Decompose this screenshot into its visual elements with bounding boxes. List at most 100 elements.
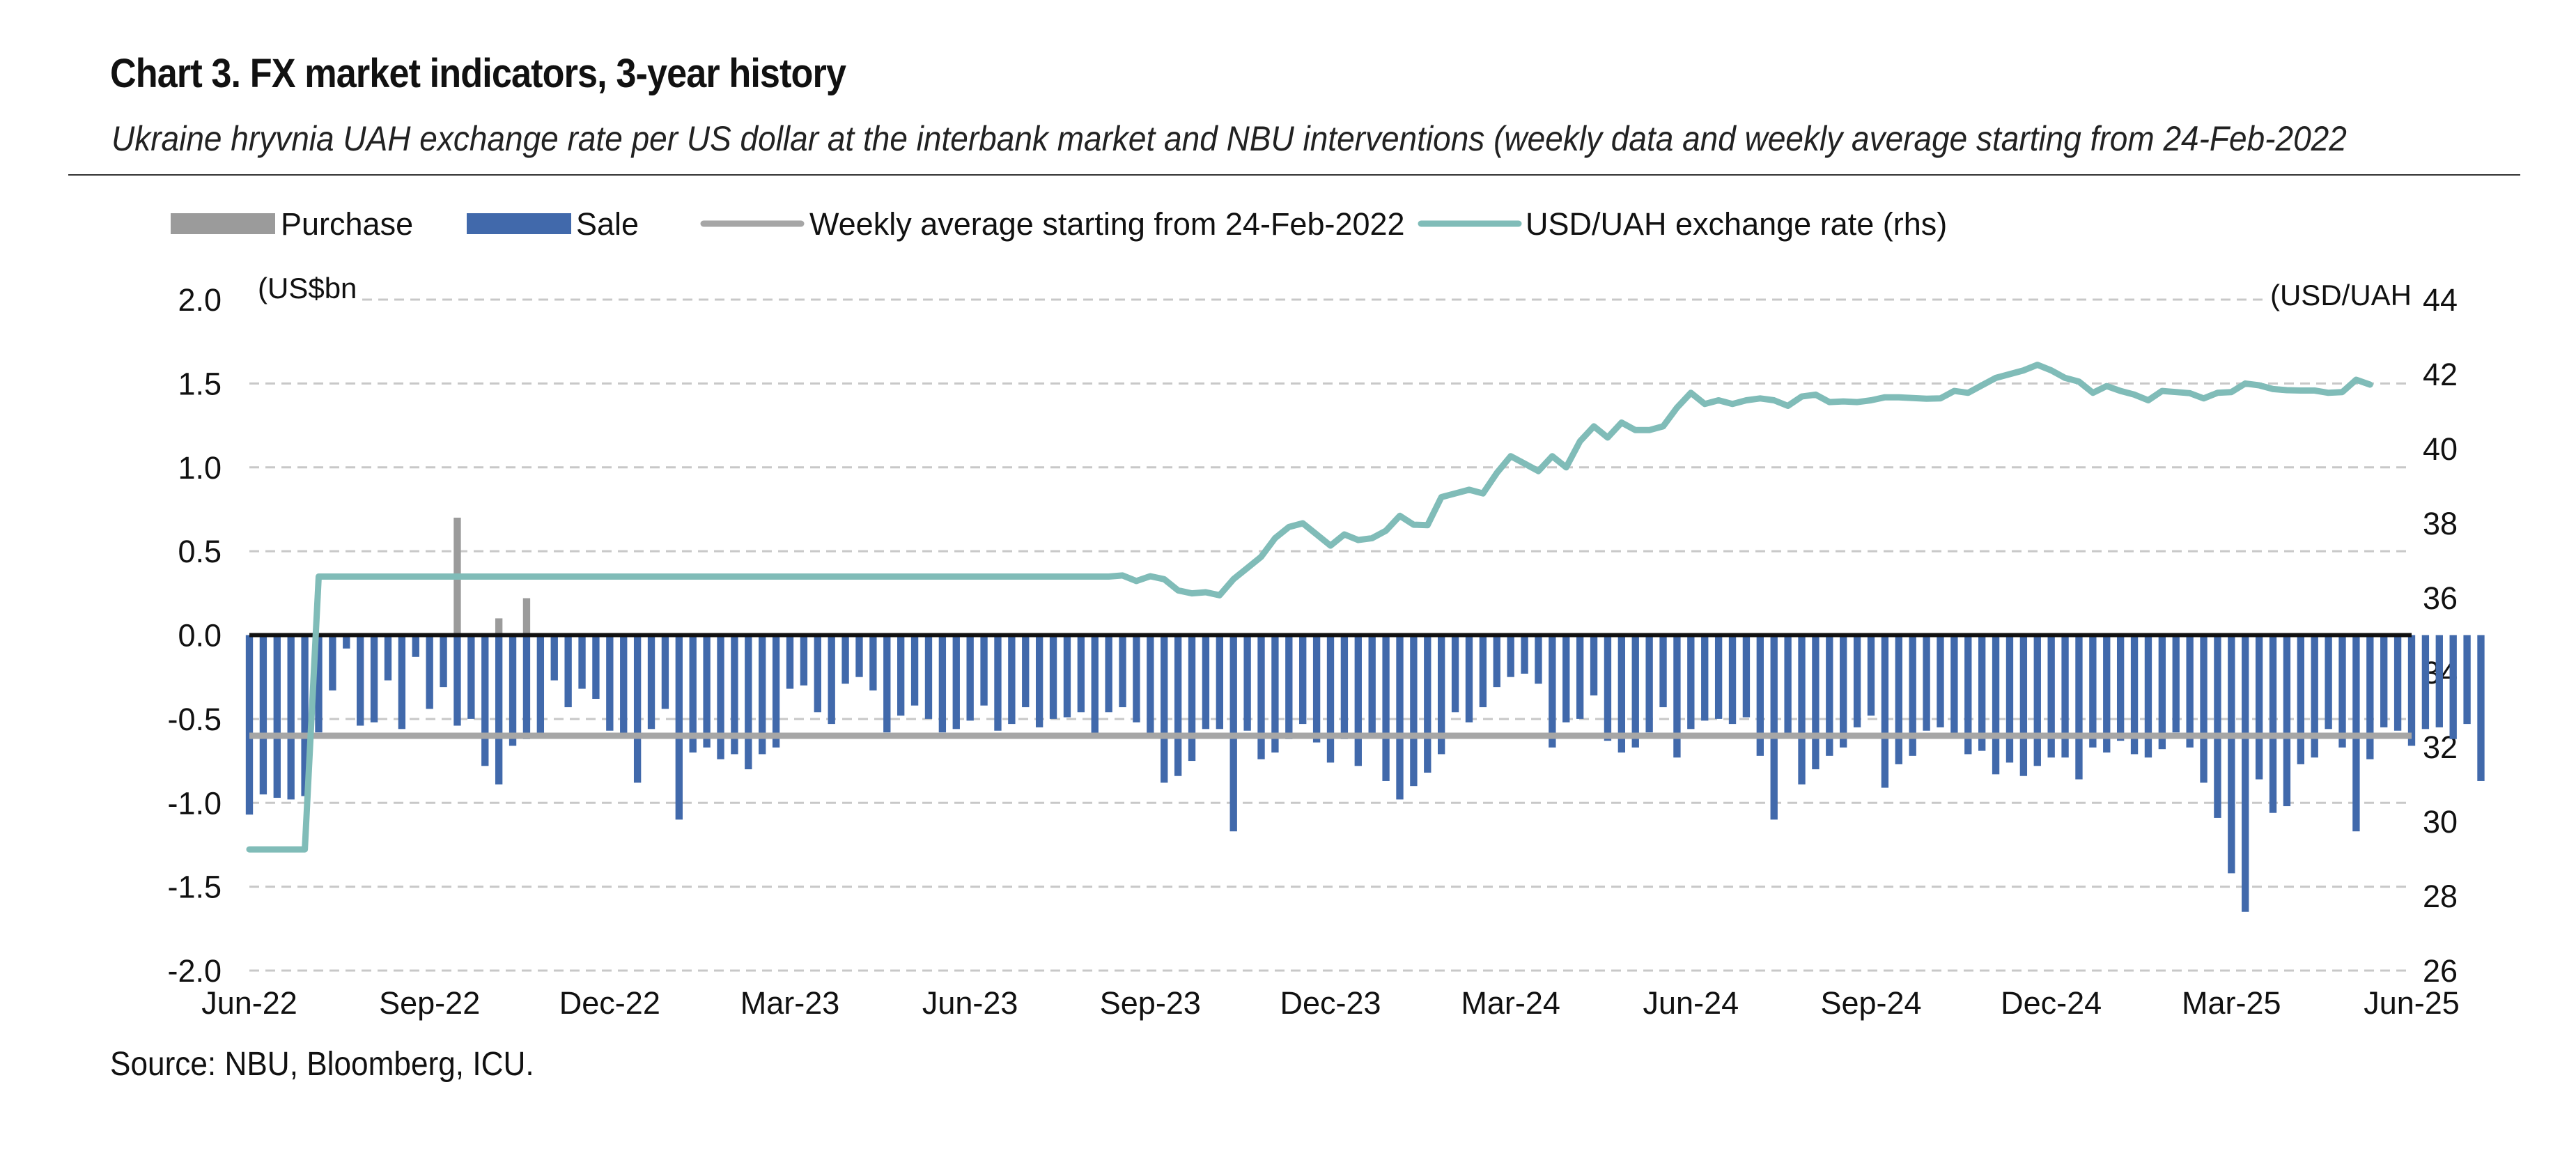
left-tick-label: -0.5 bbox=[167, 702, 222, 737]
legend-usd-uah-label: USD/UAH exchange rate (rhs) bbox=[1526, 206, 1947, 242]
sale-bar bbox=[759, 635, 766, 755]
x-tick-label: Dec-22 bbox=[559, 985, 660, 1021]
sale-bar bbox=[1285, 635, 1293, 739]
sale-bar bbox=[1354, 635, 1362, 766]
sale-bar bbox=[1368, 635, 1376, 738]
sale-bar bbox=[1881, 635, 1889, 788]
x-tick-label: Sep-23 bbox=[1100, 985, 1201, 1021]
sale-bar bbox=[1035, 635, 1043, 727]
sale-bar bbox=[2393, 635, 2402, 731]
source-note: Source: NBU, Bloomberg, ICU. bbox=[110, 1046, 534, 1083]
left-tick-label: 1.5 bbox=[178, 366, 222, 401]
sale-bar bbox=[1687, 635, 1695, 729]
sale-bar bbox=[1645, 635, 1653, 733]
sale-bar bbox=[1923, 635, 1930, 731]
sale-bar bbox=[2338, 635, 2346, 748]
sale-bar bbox=[689, 635, 697, 753]
sale-bar bbox=[745, 635, 752, 770]
sale-bar bbox=[1631, 635, 1639, 748]
x-tick-label: Jun-24 bbox=[1643, 985, 1739, 1021]
sale-bar bbox=[661, 635, 669, 709]
sale-bar bbox=[357, 635, 364, 726]
sale-bar bbox=[550, 635, 558, 681]
sale-bar bbox=[2269, 635, 2277, 813]
sale-bar bbox=[426, 635, 433, 709]
sale-bar bbox=[2283, 635, 2291, 807]
sale-bar bbox=[315, 635, 323, 733]
sale-bar bbox=[1867, 635, 1875, 716]
sale-bar bbox=[2047, 635, 2055, 758]
sale-bar bbox=[814, 635, 821, 713]
right-tick-label: 28 bbox=[2423, 879, 2458, 914]
sale-bar bbox=[564, 635, 572, 708]
sale-bar bbox=[1022, 635, 1030, 708]
sale-bar bbox=[2075, 635, 2083, 780]
sale-bar bbox=[2116, 635, 2125, 741]
sale-bar bbox=[1133, 635, 1140, 723]
sale-bar bbox=[2435, 635, 2443, 727]
sale-bar bbox=[2172, 635, 2180, 733]
sale-bar bbox=[2144, 635, 2152, 758]
sale-bar bbox=[1728, 635, 1737, 725]
sale-bar bbox=[440, 635, 447, 688]
sale-bar bbox=[1063, 635, 1071, 718]
sale-bar bbox=[1188, 635, 1196, 762]
usd-uah-rate-line bbox=[246, 362, 2373, 853]
sale-bar bbox=[1216, 635, 1223, 729]
legend-purchase-label: Purchase bbox=[281, 206, 413, 242]
sale-bar bbox=[1271, 635, 1279, 753]
sale-bar bbox=[1008, 635, 1016, 725]
sale-bar bbox=[245, 635, 254, 815]
purchase-bar bbox=[495, 618, 503, 635]
left-tick-label: 2.0 bbox=[178, 282, 222, 318]
x-tick-label: Dec-23 bbox=[1280, 985, 1381, 1021]
sale-bar bbox=[1562, 635, 1570, 723]
sale-bar bbox=[994, 635, 1002, 731]
sale-bar bbox=[1507, 635, 1514, 677]
sale-bar bbox=[2297, 635, 2304, 764]
sale-bar bbox=[897, 635, 905, 716]
sale-bar bbox=[952, 635, 960, 729]
x-tick-label: Jun-22 bbox=[201, 985, 297, 1021]
sale-bar bbox=[2380, 635, 2388, 727]
sale-bar bbox=[924, 635, 933, 719]
sale-bar bbox=[412, 635, 419, 657]
sale-bar bbox=[938, 635, 947, 733]
sale-bar bbox=[966, 635, 974, 721]
right-tick-label: 44 bbox=[2423, 282, 2458, 318]
sale-bar bbox=[883, 635, 891, 733]
sale-bar bbox=[1549, 635, 1556, 748]
sale-bar bbox=[495, 635, 503, 785]
sale-bar bbox=[1091, 635, 1099, 734]
sale-bar bbox=[329, 635, 336, 690]
sale-bar bbox=[453, 635, 461, 726]
x-tick-label: Mar-23 bbox=[740, 985, 840, 1021]
chart-subtitle: Ukraine hryvnia UAH exchange rate per US… bbox=[111, 119, 2347, 158]
sale-bar bbox=[2089, 635, 2097, 748]
sale-bar bbox=[1937, 635, 1944, 727]
sale-bar bbox=[2019, 635, 2028, 776]
sale-bar bbox=[287, 635, 295, 800]
sale-bar bbox=[1812, 635, 1820, 770]
sale-bar bbox=[2242, 635, 2249, 912]
sale-bar bbox=[467, 635, 475, 719]
sale-bar bbox=[592, 635, 600, 699]
sale-bar bbox=[1174, 635, 1182, 776]
x-tick-label: Sep-24 bbox=[1820, 985, 1921, 1021]
sale-bar bbox=[703, 635, 711, 748]
sale-bar bbox=[273, 635, 281, 798]
right-tick-label: 26 bbox=[2423, 953, 2458, 989]
sale-bar bbox=[2061, 635, 2069, 758]
sale-bar bbox=[1853, 635, 1861, 727]
sale-bar bbox=[1742, 635, 1751, 718]
sale-bar bbox=[980, 635, 988, 706]
sale-bar bbox=[2033, 635, 2041, 766]
left-tick-label: 1.0 bbox=[178, 450, 222, 486]
sale-bar bbox=[2463, 635, 2471, 725]
sale-bar bbox=[828, 635, 835, 725]
left-tick-label: 0.0 bbox=[178, 618, 222, 654]
sale-bar bbox=[1673, 635, 1681, 758]
x-tick-label: Jun-25 bbox=[2364, 985, 2460, 1021]
right-tick-label: 36 bbox=[2423, 580, 2458, 616]
